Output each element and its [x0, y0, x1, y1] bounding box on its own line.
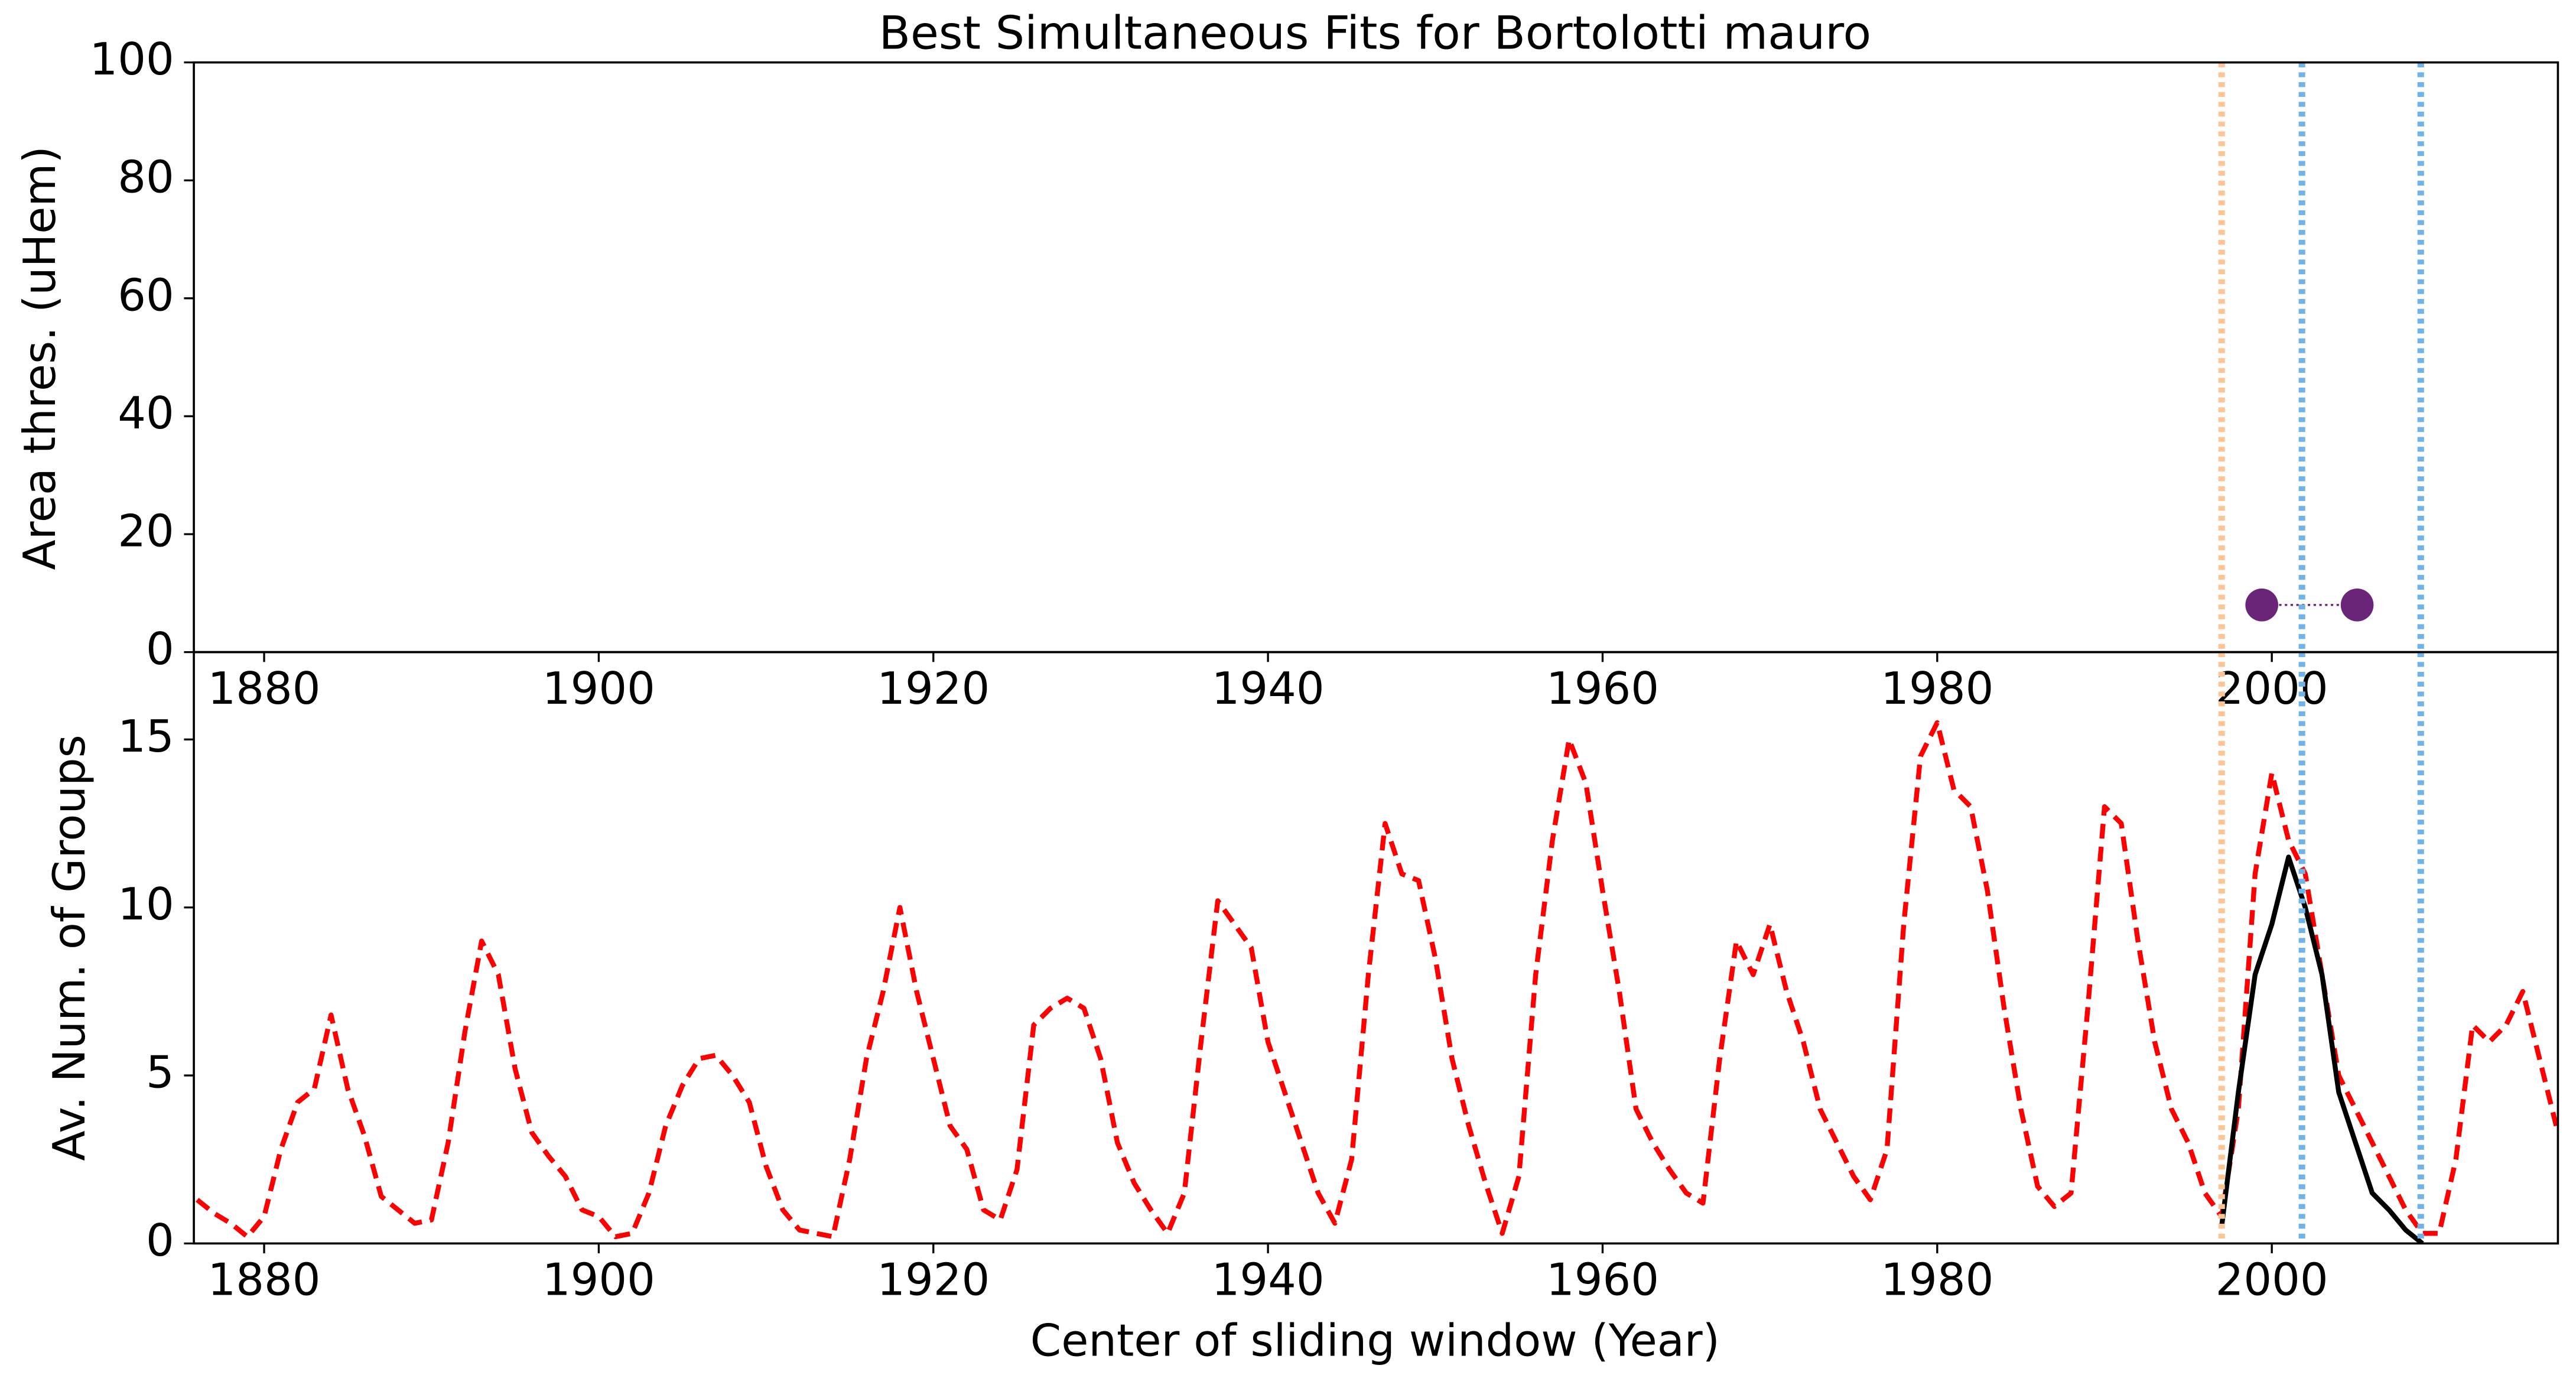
y-tick-label: 100 — [89, 33, 174, 85]
y-tick-label: 5 — [146, 1046, 174, 1098]
y-tick-label: 40 — [118, 387, 174, 439]
x-tick-label: 1940 — [1212, 662, 1325, 714]
series-line — [2219, 854, 2424, 1244]
y-tick-label: 10 — [118, 878, 174, 930]
x-tick-label: 1960 — [1546, 662, 1659, 714]
point — [2245, 588, 2278, 622]
x-tick-label: 1980 — [1881, 1254, 1993, 1306]
point — [2340, 588, 2374, 622]
axes-frame — [193, 651, 2559, 1245]
plot-area — [2218, 62, 2424, 652]
series-line — [196, 720, 2558, 1240]
x-tick-label: 2000 — [2216, 1254, 2328, 1306]
x-tick-label: 1900 — [542, 662, 655, 714]
x-tick-label: 2000 — [2216, 662, 2328, 714]
y-tick-label: 20 — [118, 505, 174, 557]
x-tick-label: 1880 — [208, 662, 321, 714]
x-tick-label: 1940 — [1212, 1254, 1325, 1306]
x-tick-label: 1880 — [208, 1254, 321, 1306]
y-tick-label: 80 — [118, 151, 174, 203]
x-tick-label: 1900 — [542, 1254, 655, 1306]
y-axis-label: Area thres. (uHem) — [14, 146, 66, 570]
y-axis-label: Av. Num. of Groups — [43, 734, 95, 1161]
x-tick-label: 1920 — [877, 662, 990, 714]
plot-area — [196, 652, 2558, 1244]
x-axis-label: Center of sliding window (Year) — [1030, 1314, 1720, 1366]
y-tick-label: 60 — [118, 269, 174, 321]
x-tick-label: 1920 — [877, 1254, 990, 1306]
chart-title: Best Simultaneous Fits for Bortolotti ma… — [879, 7, 1872, 60]
y-tick-label: 0 — [146, 623, 174, 675]
y-tick-label: 0 — [146, 1214, 174, 1266]
x-tick-label: 1980 — [1881, 662, 1993, 714]
x-tick-label: 1960 — [1546, 1254, 1659, 1306]
y-tick-label: 15 — [118, 710, 174, 762]
